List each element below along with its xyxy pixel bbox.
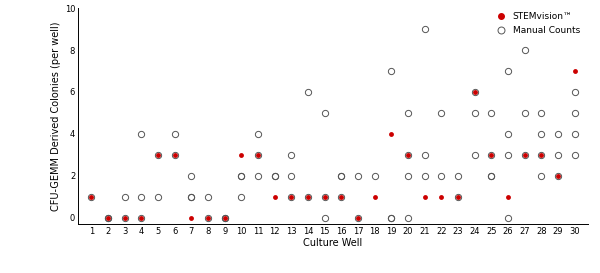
X-axis label: Culture Well: Culture Well <box>304 238 362 248</box>
Legend: STEMvision™, Manual Counts: STEMvision™, Manual Counts <box>488 8 583 39</box>
Y-axis label: CFU-GEMM Derived Colonies (per well): CFU-GEMM Derived Colonies (per well) <box>50 21 61 211</box>
